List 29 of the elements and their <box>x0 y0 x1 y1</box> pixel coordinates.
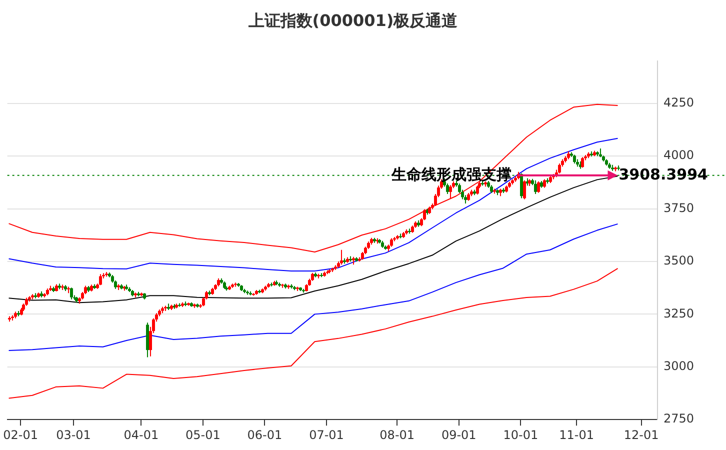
candlestick <box>99 274 102 286</box>
y-tick-label: 3750 <box>663 200 694 215</box>
candlestick <box>520 172 523 199</box>
x-tick-label: 02-01 <box>3 428 38 442</box>
chart-title: 上证指数(000001)极反通道 <box>247 10 459 30</box>
x-tick-label: 04-01 <box>124 428 159 442</box>
candlestick <box>340 249 343 266</box>
y-tick-label: 3250 <box>663 306 694 320</box>
y-tick-label: 3000 <box>663 359 694 374</box>
x-tick-label: 03-01 <box>56 428 91 442</box>
x-tick-label: 11-01 <box>559 428 594 442</box>
candlestick <box>537 180 540 194</box>
y-tick-label: 2750 <box>663 412 694 426</box>
candlestick <box>534 180 537 195</box>
candlestick <box>70 287 73 300</box>
x-tick-label: 09-01 <box>441 428 476 442</box>
y-tick-label: 4000 <box>663 148 694 162</box>
candlestick <box>558 162 561 174</box>
x-tick-label: 06-01 <box>247 428 282 442</box>
x-tick-label: 05-01 <box>186 428 220 442</box>
x-tick-label: 08-01 <box>380 428 415 442</box>
y-tick-label: 4250 <box>663 95 694 110</box>
x-tick-label: 10-01 <box>503 428 538 442</box>
candlestick <box>449 184 452 199</box>
candlestick <box>523 180 526 200</box>
x-tick-label: 07-01 <box>309 428 344 442</box>
x-tick-label: 12-01 <box>624 428 659 442</box>
annotation: 3908.3994 <box>618 165 708 184</box>
y-tick-label: 3500 <box>663 254 694 268</box>
